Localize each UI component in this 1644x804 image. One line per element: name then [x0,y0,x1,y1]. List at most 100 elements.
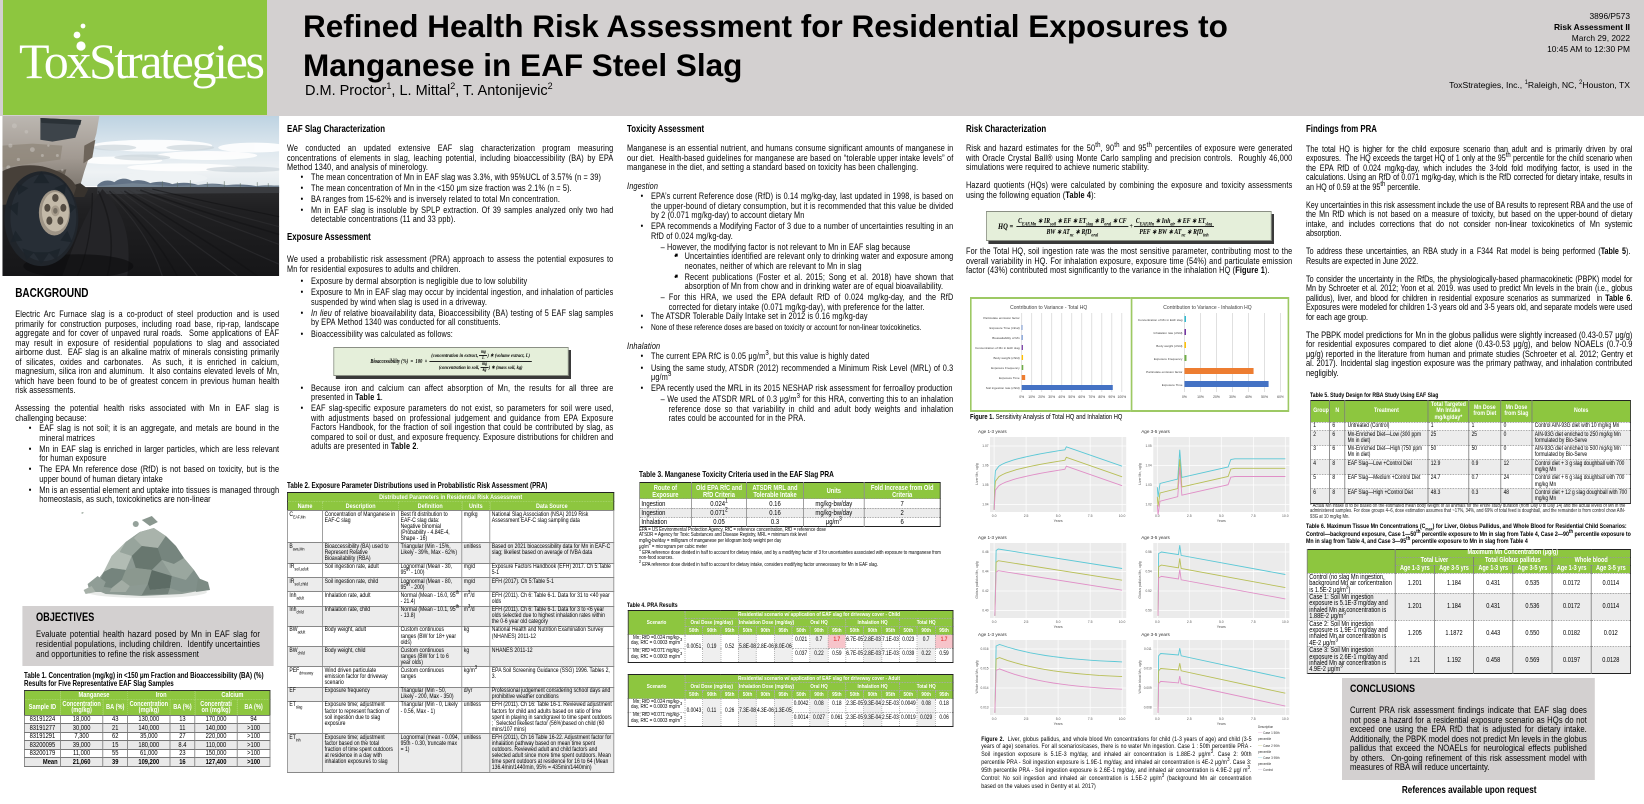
svg-text:0.56: 0.56 [1145,550,1151,554]
svg-text:Exposure Frequency: Exposure Frequency [991,366,1020,370]
svg-text:0.52: 0.52 [1145,589,1151,593]
svg-text:40%: 40% [1245,395,1252,399]
svg-text:0.0: 0.0 [1155,717,1160,721]
svg-text:Years: Years [1054,625,1063,629]
svg-text:Years: Years [1217,519,1226,523]
svg-text:10.0: 10.0 [1119,717,1126,721]
svg-text:2.5: 2.5 [1187,620,1192,624]
svg-text:5.0: 5.0 [1219,514,1224,518]
svg-text:Particulate emission factor: Particulate emission factor [983,316,1019,320]
svg-text:7.5: 7.5 [1088,620,1093,624]
svg-text:ToxStrategies: ToxStrategies [19,33,265,89]
svg-text:50%: 50% [1068,395,1075,399]
svg-text:0.016: 0.016 [981,647,989,651]
svg-text:0.50: 0.50 [1145,609,1151,613]
svg-text:Exposure Frequency: Exposure Frequency [1154,357,1183,361]
svg-text:Age 1-3 years: Age 1-3 years [978,632,1007,637]
svg-text:20%: 20% [1038,395,1045,399]
svg-text:Body weight (child): Body weight (child) [994,356,1020,360]
svg-text:0.40: 0.40 [982,609,988,613]
svg-text:10%: 10% [1197,395,1204,399]
svg-text:5.0: 5.0 [1056,620,1061,624]
svg-text:0.0: 0.0 [1155,514,1160,518]
svg-text:0.011: 0.011 [1144,647,1152,651]
svg-text:7.5: 7.5 [1251,514,1256,518]
svg-text:Globus pallidus Mn, ug/g: Globus pallidus Mn, ug/g [1138,561,1142,598]
svg-text:70%: 70% [1088,395,1095,399]
svg-text:30%: 30% [1229,395,1236,399]
svg-text:Age 3-5 years: Age 3-5 years [1141,632,1170,637]
svg-text:0.008: 0.008 [1144,706,1152,710]
svg-text:5.0: 5.0 [1056,514,1061,518]
svg-text:7.5: 7.5 [1088,514,1093,518]
svg-text:Liver Mn, ug/g: Liver Mn, ug/g [975,463,979,485]
svg-text:7.5: 7.5 [1251,717,1256,721]
svg-text:90%: 90% [1108,395,1115,399]
svg-text:2.5: 2.5 [1024,514,1029,518]
svg-text:Whole blood Mn, ug/g: Whole blood Mn, ug/g [975,660,979,693]
svg-text:2.5: 2.5 [1024,620,1029,624]
svg-text:0.0: 0.0 [992,620,997,624]
svg-text:Years: Years [1054,722,1063,726]
svg-text:100%: 100% [1117,395,1126,399]
svg-text:40%: 40% [1058,395,1065,399]
svg-text:0.44: 0.44 [982,570,988,574]
svg-text:Body weight (child): Body weight (child) [1156,344,1182,348]
svg-text:Age 3-5 years: Age 3-5 years [1141,429,1170,434]
svg-text:1.03: 1.03 [1145,483,1151,487]
svg-text:Exposure Time: Exposure Time [999,376,1020,380]
svg-text:0.0: 0.0 [992,717,997,721]
svg-text:10.0: 10.0 [1119,514,1126,518]
svg-text:7.5: 7.5 [1088,717,1093,721]
svg-text:Particulate emission factor: Particulate emission factor [1146,370,1182,374]
svg-text:0.013: 0.013 [981,706,989,710]
svg-text:2.5: 2.5 [1024,717,1029,721]
svg-text:Age 1-3 years: Age 1-3 years [978,535,1007,540]
svg-text:5.0: 5.0 [1219,620,1224,624]
svg-text:1.02: 1.02 [1145,503,1151,507]
svg-text:80%: 80% [1098,395,1105,399]
svg-text:7.5: 7.5 [1251,620,1256,624]
svg-text:Liver Mn, ug/g: Liver Mn, ug/g [1138,463,1142,485]
svg-text:Concentration of Mn in EAF sla: Concentration of Mn in EAF slag [975,346,1020,350]
svg-text:Years: Years [1217,722,1226,726]
svg-text:0.014: 0.014 [981,686,989,690]
svg-text:60%: 60% [1078,395,1085,399]
svg-text:2.5: 2.5 [1187,717,1192,721]
svg-text:0.0: 0.0 [992,514,997,518]
svg-text:Age 1-3 years: Age 1-3 years [978,429,1007,434]
svg-text:10.0: 10.0 [1282,717,1289,721]
svg-text:0.54: 0.54 [1145,570,1151,574]
svg-text:10.0: 10.0 [1282,620,1289,624]
svg-text:2.5: 2.5 [1187,514,1192,518]
svg-text:1.07: 1.07 [982,444,988,448]
svg-text:10.0: 10.0 [1282,514,1289,518]
svg-text:30%: 30% [1048,395,1055,399]
svg-text:1.05: 1.05 [1145,444,1151,448]
svg-text:Contribution to Variance - Inh: Contribution to Variance - Inhalation HQ [1163,305,1251,311]
svg-text:Inhalation rate (child): Inhalation rate (child) [1154,331,1183,335]
svg-text:50%: 50% [1261,395,1268,399]
svg-text:5.0: 5.0 [1056,717,1061,721]
svg-text:0.46: 0.46 [982,550,988,554]
svg-text:0.42: 0.42 [982,589,988,593]
svg-text:0%: 0% [1019,395,1024,399]
svg-text:1.05: 1.05 [982,483,988,487]
svg-text:Years: Years [1054,519,1063,523]
svg-text:1.04: 1.04 [1145,464,1151,468]
svg-text:Globus pallidus Mn, ug/g: Globus pallidus Mn, ug/g [975,561,979,598]
svg-text:Age 3-5 years: Age 3-5 years [1141,535,1170,540]
svg-text:Concentration of Mn in EAF sla: Concentration of Mn in EAF slag [1138,318,1183,322]
svg-text:60%: 60% [1277,395,1283,399]
svg-text:1.06: 1.06 [982,464,988,468]
svg-text:5.0: 5.0 [1219,717,1224,721]
svg-text:Whole blood Mn, ug/g: Whole blood Mn, ug/g [1138,660,1142,693]
svg-text:Soil ingestion rate (child): Soil ingestion rate (child) [986,386,1020,390]
svg-text:0%: 0% [1182,395,1187,399]
svg-text:10%: 10% [1028,395,1035,399]
svg-text:0.010: 0.010 [1144,667,1152,671]
svg-text:20%: 20% [1213,395,1220,399]
svg-text:Exposure Time: Exposure Time [1162,383,1183,387]
svg-text:Exposure Time (inhal): Exposure Time (inhal) [990,326,1020,330]
svg-text:Years: Years [1217,625,1226,629]
